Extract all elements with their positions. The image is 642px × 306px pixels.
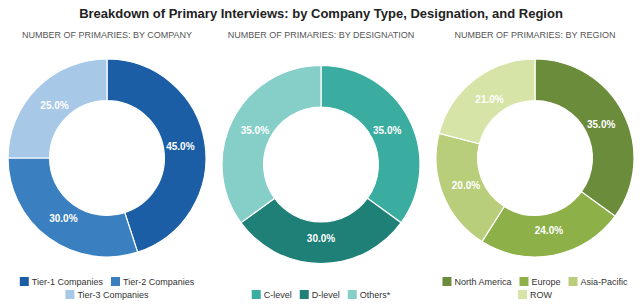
donut-slice	[482, 192, 615, 257]
legend-item: Tier-2 Companies	[111, 277, 195, 287]
data-label: 24.0%	[535, 225, 563, 236]
data-label: 35.0%	[241, 125, 269, 136]
donut-slice	[241, 198, 401, 263]
legend-item: Asia-Pacific	[569, 277, 629, 287]
subtitle: NUMBER OF PRIMARIES: BY REGION	[455, 30, 616, 40]
legend-swatch	[252, 290, 261, 299]
legend-label: Europe	[531, 277, 560, 287]
data-label: 35.0%	[373, 125, 401, 136]
subtitle: NUMBER OF PRIMARIES: BY COMPANY	[22, 30, 192, 40]
legend-swatch	[519, 277, 528, 286]
legend: North America Europe Asia-Pacific ROW	[442, 277, 628, 300]
data-label: 20.0%	[452, 180, 480, 191]
donut	[436, 59, 634, 257]
donut-slice	[439, 59, 535, 144]
data-label: 30.0%	[307, 233, 335, 244]
chart-root: Breakdown of Primary Interviews: by Comp…	[0, 0, 642, 306]
data-label: 45.0%	[166, 141, 194, 152]
legend-label: Asia-Pacific	[581, 277, 629, 287]
subtitle: NUMBER OF PRIMARIES: BY DESIGNATION	[228, 30, 415, 40]
donut-slice	[8, 59, 107, 158]
legend-swatch	[518, 290, 527, 299]
donut-slice	[436, 133, 504, 241]
legend-label: Tier-1 Companies	[32, 277, 104, 287]
legend-label: North America	[454, 277, 511, 287]
legend-item: C-level	[252, 290, 292, 300]
donut	[222, 65, 420, 263]
donut-slice	[222, 66, 321, 223]
legend-swatch	[348, 290, 357, 299]
donut-panel: NUMBER OF PRIMARIES: BY REGION North Amer…	[436, 30, 634, 300]
data-label: 30.0%	[49, 213, 77, 224]
data-label: 35.0%	[587, 119, 615, 130]
donut-slice	[8, 158, 138, 257]
legend-item: Others*	[348, 290, 391, 300]
legend-label: ROW	[530, 290, 553, 300]
legend: C-level D-level Others*	[252, 290, 391, 300]
legend-swatch	[111, 277, 120, 286]
donut-slice	[535, 59, 634, 216]
legend-item: ROW	[518, 290, 553, 300]
data-labels: 45.0% 30.0% 25.0%	[40, 100, 194, 224]
donut-panel: NUMBER OF PRIMARIES: BY COMPANY Tier-1 Co…	[8, 30, 206, 300]
legend-swatch	[300, 290, 309, 299]
legend-item: D-level	[300, 290, 340, 300]
legend-item: Europe	[519, 277, 560, 287]
legend-label: Tier-3 Companies	[77, 290, 149, 300]
legend-item: North America	[442, 277, 511, 287]
legend-label: D-level	[312, 290, 340, 300]
legend-label: C-level	[264, 290, 292, 300]
legend-swatch	[20, 277, 29, 286]
data-labels: 35.0% 30.0% 35.0%	[241, 125, 402, 244]
legend: Tier-1 Companies Tier-2 Companies Tier-3 C…	[20, 277, 195, 300]
legend-swatch	[569, 277, 578, 286]
donut	[8, 59, 206, 257]
donut-slice	[321, 65, 420, 222]
data-label: 21.0%	[475, 94, 503, 105]
data-label: 25.0%	[40, 100, 68, 111]
legend-label: Others*	[360, 290, 391, 300]
legend-item: Tier-1 Companies	[20, 277, 104, 287]
legend-swatch	[65, 290, 74, 299]
data-labels: 35.0% 24.0% 20.0% 21.0%	[452, 94, 616, 237]
donut-panel: NUMBER OF PRIMARIES: BY DESIGNATION C-lev…	[222, 30, 420, 300]
legend-item: Tier-3 Companies	[65, 290, 149, 300]
legend-swatch	[442, 277, 451, 286]
legend-label: Tier-2 Companies	[123, 277, 195, 287]
chart-title: Breakdown of Primary Interviews: by Comp…	[79, 6, 563, 21]
